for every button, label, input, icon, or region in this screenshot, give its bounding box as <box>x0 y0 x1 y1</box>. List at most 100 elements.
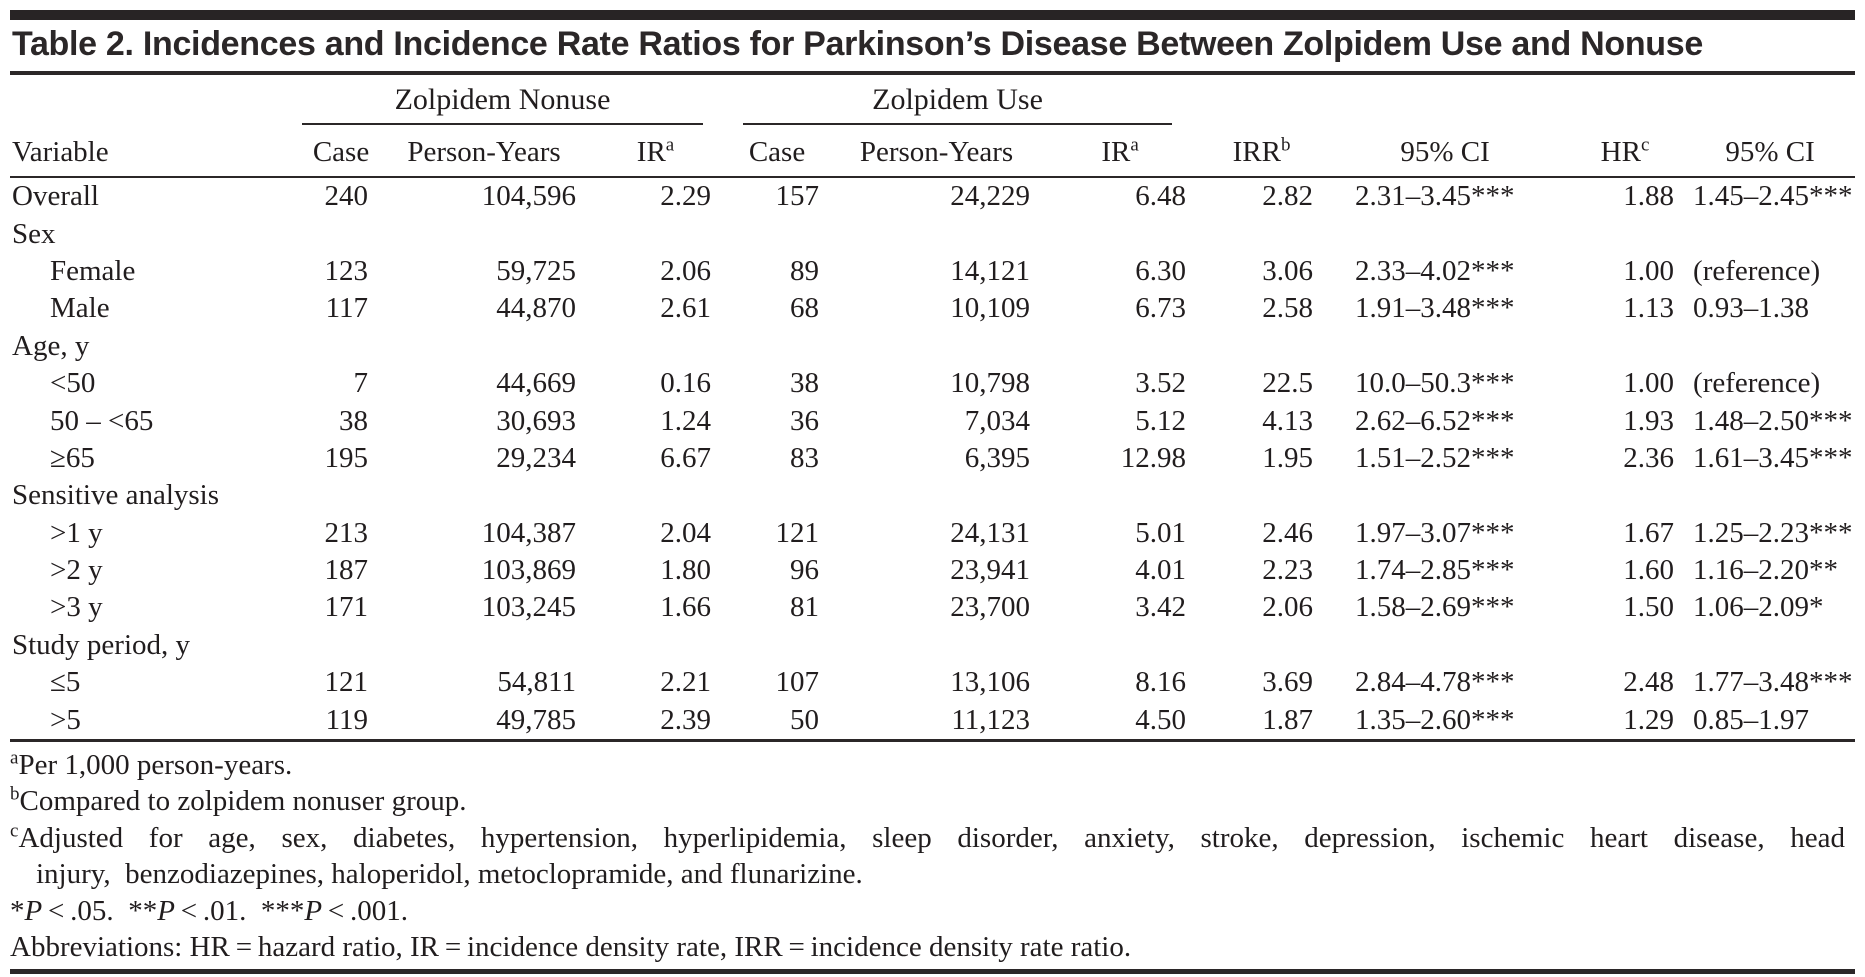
cell-ir-use: 4.50 <box>1135 703 1187 736</box>
footnote-line: Abbreviations: HR = hazard ratio, IR = i… <box>10 929 1845 966</box>
cell-person-years-use: 23,700 <box>950 591 1031 624</box>
cell-case-nonuse: 121 <box>324 666 369 699</box>
section-row: Study period, y <box>10 627 1855 664</box>
cell-hr: 1.93 <box>1623 404 1675 437</box>
footnote: cAdjusted for age, sex, diabetes, hypert… <box>10 820 1845 893</box>
cell-hr: 2.48 <box>1623 666 1675 699</box>
cell-ir-nonuse: 0.16 <box>660 367 712 400</box>
row-label: >5 <box>50 703 81 736</box>
cell-ir-use: 8.16 <box>1135 666 1187 699</box>
table-row: ≥65 195 29,234 6.67 83 6,395 12.98 1.95 1.51–2.5… <box>10 440 1855 477</box>
table-row: >2 y 187 103,869 1.80 96 23,941 4.01 2.23 1.74–2… <box>10 552 1855 589</box>
cell-case-nonuse: 213 <box>324 516 369 549</box>
section-row: Sex <box>10 215 1855 252</box>
cell-person-years-nonuse: 44,870 <box>496 292 576 325</box>
col-header-ir-nonuse: IRa <box>588 125 724 178</box>
cell-person-years-use: 13,106 <box>950 666 1031 699</box>
cell-person-years-use: 6,395 <box>964 441 1031 474</box>
cell-case-use: 38 <box>790 367 820 400</box>
cell-person-years-use: 7,034 <box>964 404 1031 437</box>
footnote: *P < .05. **P < .01. ***P < .001. <box>10 893 1845 930</box>
cell-case-use: 107 <box>775 666 820 699</box>
cell-ci-irr: 1.35–2.60*** <box>1355 703 1515 736</box>
bottom-rule <box>10 968 1855 974</box>
cell-ir-use: 4.01 <box>1135 554 1187 587</box>
row-label: ≥65 <box>50 441 95 474</box>
cell-person-years-nonuse: 30,693 <box>496 404 576 437</box>
footnote-text: Compared to zolpidem nonuser group. <box>19 785 467 818</box>
data-table: Zolpidem Nonuse Zolpidem Use Variable Ca… <box>10 75 1856 742</box>
cell-ci-irr: 1.74–2.85*** <box>1355 554 1515 587</box>
cell-ci-hr: 1.61–3.45*** <box>1693 441 1853 474</box>
row-label: ≤5 <box>50 666 81 699</box>
row-label: >2 y <box>50 554 103 587</box>
col-header-irr: IRRb <box>1198 125 1326 178</box>
table-body: Overall 240 104,596 2.29 157 24,229 6.48 2.82 2.… <box>10 177 1855 740</box>
table-row: Overall 240 104,596 2.29 157 24,229 6.48 2.82 2.… <box>10 177 1855 215</box>
group-header-zolpidem-nonuse: Zolpidem Nonuse <box>302 75 723 125</box>
cell-ir-nonuse: 2.61 <box>660 292 712 325</box>
col-header-person-years-nonuse: Person-Years <box>380 125 588 178</box>
group-label-use: Zolpidem Use <box>743 83 1173 125</box>
top-rule <box>10 10 1855 20</box>
table-row: ≤5 121 54,811 2.21 107 13,106 8.16 3.69 2.84–4.7… <box>10 664 1855 701</box>
cell-case-use: 89 <box>790 254 820 287</box>
cell-person-years-nonuse: 103,245 <box>481 591 576 624</box>
cell-ir-nonuse: 2.21 <box>660 666 712 699</box>
footnote: Abbreviations: HR = hazard ratio, IR = i… <box>10 929 1845 966</box>
cell-ci-hr: 1.45–2.45*** <box>1693 180 1853 213</box>
cell-ci-hr: 1.06–2.09* <box>1693 591 1824 624</box>
cell-ci-irr: 2.62–6.52*** <box>1355 404 1515 437</box>
cell-hr: 2.36 <box>1623 441 1675 474</box>
cell-ir-use: 6.30 <box>1135 254 1187 287</box>
cell-case-use: 81 <box>790 591 820 624</box>
col-header-ci-hr: 95% CI <box>1685 125 1856 178</box>
cell-ci-irr: 1.58–2.69*** <box>1355 591 1515 624</box>
cell-ir-nonuse: 1.24 <box>660 404 712 437</box>
row-label: <50 <box>50 367 96 400</box>
cell-irr: 2.06 <box>1262 591 1314 624</box>
footnote-text: Adjusted for age, sex, diabetes, hyperte… <box>18 821 1845 854</box>
cell-irr: 4.13 <box>1262 404 1314 437</box>
section-row: Age, y <box>10 328 1855 365</box>
footnote-marker-c: c <box>10 820 19 842</box>
table-head: Zolpidem Nonuse Zolpidem Use Variable Ca… <box>10 75 1856 178</box>
cell-ir-nonuse: 1.80 <box>660 554 712 587</box>
cell-ci-irr: 1.97–3.07*** <box>1355 516 1515 549</box>
cell-ci-irr: 2.84–4.78*** <box>1355 666 1515 699</box>
spanner-spacer <box>10 75 302 125</box>
cell-ci-hr: (reference) <box>1693 367 1821 400</box>
footnote-text: Per 1,000 person-years. <box>18 748 293 781</box>
cell-ir-use: 12.98 <box>1120 441 1187 474</box>
footnotes: aPer 1,000 person-years. bCompared to zol… <box>10 747 1845 966</box>
row-label: Male <box>50 292 110 325</box>
row-label: Age, y <box>12 329 90 362</box>
table-row: 50 – <65 38 30,693 1.24 36 7,034 5.12 4.13 2.62–… <box>10 402 1855 439</box>
cell-case-nonuse: 123 <box>324 254 369 287</box>
cell-person-years-nonuse: 104,596 <box>481 180 576 213</box>
cell-hr: 1.60 <box>1623 554 1675 587</box>
section-row: Sensitive analysis <box>10 477 1855 514</box>
table-row: Male 117 44,870 2.61 68 10,109 6.73 2.58 1.91–3.… <box>10 290 1855 327</box>
table-row: >1 y 213 104,387 2.04 121 24,131 5.01 2.46 1.97–… <box>10 515 1855 552</box>
cell-person-years-use: 24,131 <box>950 516 1031 549</box>
footnote-marker-a: a <box>10 747 19 769</box>
cell-case-nonuse: 38 <box>339 404 368 437</box>
footnote-text: *** <box>260 894 305 927</box>
cell-hr: 1.00 <box>1623 367 1675 400</box>
row-label: 50 – <65 <box>50 404 154 437</box>
cell-person-years-nonuse: 54,811 <box>497 666 576 699</box>
col-header-person-years-use: Person-Years <box>831 125 1043 178</box>
cell-person-years-use: 11,123 <box>951 703 1031 736</box>
empty-cells <box>302 328 1855 365</box>
cell-ci-hr: 1.48–2.50*** <box>1693 404 1853 437</box>
title-rule <box>10 71 1855 75</box>
footnote-text: < .05. <box>42 894 129 927</box>
cell-irr: 1.95 <box>1262 441 1314 474</box>
cell-ir-use: 6.73 <box>1135 292 1187 325</box>
cell-ir-use: 5.01 <box>1135 516 1187 549</box>
cell-person-years-nonuse: 103,869 <box>481 554 576 587</box>
cell-irr: 22.5 <box>1262 367 1314 400</box>
cell-irr: 3.69 <box>1262 666 1314 699</box>
cell-ir-nonuse: 2.39 <box>660 703 712 736</box>
